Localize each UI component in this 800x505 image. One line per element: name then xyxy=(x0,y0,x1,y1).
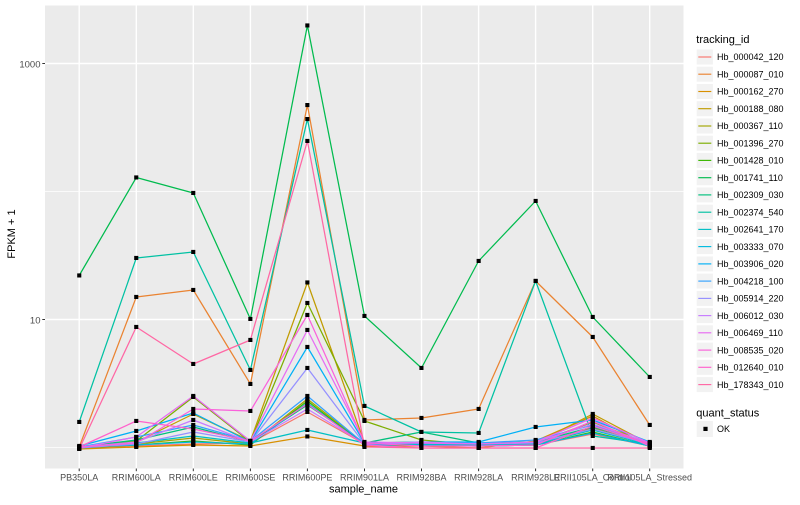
svg-text:PB350LA: PB350LA xyxy=(60,472,98,482)
svg-text:RRII105LA_Stressed: RRII105LA_Stressed xyxy=(607,472,692,482)
svg-text:RRIM600PE: RRIM600PE xyxy=(282,472,332,482)
svg-text:RRIM600LE: RRIM600LE xyxy=(169,472,218,482)
svg-text:sample_name: sample_name xyxy=(329,484,398,496)
svg-text:RRIM600SE: RRIM600SE xyxy=(225,472,275,482)
svg-text:Hb_001741_110: Hb_001741_110 xyxy=(717,173,783,183)
svg-text:Hb_003333_070: Hb_003333_070 xyxy=(717,242,784,252)
svg-text:quant_status: quant_status xyxy=(696,408,759,420)
svg-text:FPKM + 1: FPKM + 1 xyxy=(6,209,18,258)
svg-text:Hb_002309_030: Hb_002309_030 xyxy=(717,190,784,200)
svg-text:Hb_002641_170: Hb_002641_170 xyxy=(717,225,784,235)
svg-text:Hb_006469_110: Hb_006469_110 xyxy=(717,328,783,338)
svg-text:RRIM600LA: RRIM600LA xyxy=(112,472,161,482)
svg-text:Hb_006012_030: Hb_006012_030 xyxy=(717,311,784,321)
svg-text:10: 10 xyxy=(30,315,41,326)
svg-text:Hb_000042_120: Hb_000042_120 xyxy=(717,52,784,62)
svg-text:Hb_000087_010: Hb_000087_010 xyxy=(717,69,784,79)
svg-text:RRIM901LA: RRIM901LA xyxy=(340,472,389,482)
svg-text:Hb_001396_270: Hb_001396_270 xyxy=(717,138,784,148)
svg-text:RRIM928LE: RRIM928LE xyxy=(511,472,560,482)
svg-text:Hb_001428_010: Hb_001428_010 xyxy=(717,156,784,166)
svg-text:Hb_003906_020: Hb_003906_020 xyxy=(717,259,784,269)
svg-text:Hb_012640_010: Hb_012640_010 xyxy=(717,363,784,373)
svg-text:Hb_000367_110: Hb_000367_110 xyxy=(717,121,783,131)
svg-text:Hb_000162_270: Hb_000162_270 xyxy=(717,87,784,97)
svg-text:Hb_004218_100: Hb_004218_100 xyxy=(717,276,784,286)
svg-text:Hb_000188_080: Hb_000188_080 xyxy=(717,104,784,114)
svg-text:RRII105LA_Control: RRII105LA_Control xyxy=(554,472,632,482)
svg-text:OK: OK xyxy=(717,424,730,434)
svg-text:RRIM928BA: RRIM928BA xyxy=(396,472,446,482)
svg-text:tracking_id: tracking_id xyxy=(696,34,749,46)
svg-text:Hb_008535_020: Hb_008535_020 xyxy=(717,345,784,355)
svg-text:1000: 1000 xyxy=(19,59,40,70)
svg-text:Hb_005914_220: Hb_005914_220 xyxy=(717,294,784,304)
svg-text:Hb_178343_010: Hb_178343_010 xyxy=(717,380,784,390)
svg-text:RRIM928LA: RRIM928LA xyxy=(454,472,503,482)
svg-text:Hb_002374_540: Hb_002374_540 xyxy=(717,207,784,217)
